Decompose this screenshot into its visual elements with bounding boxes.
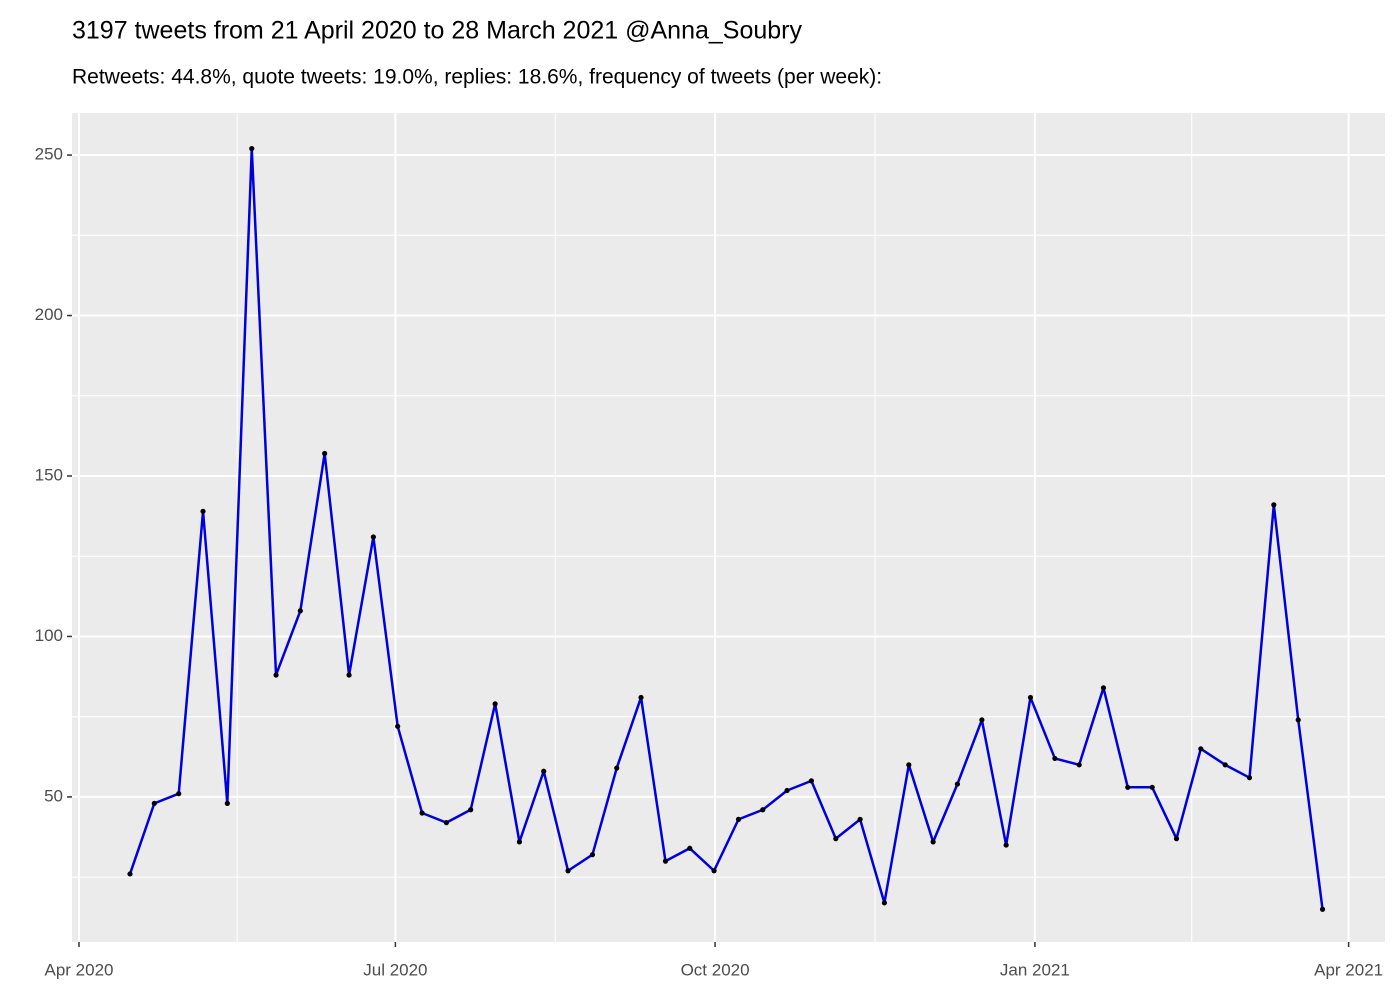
data-point <box>687 845 693 851</box>
data-point <box>1198 746 1204 752</box>
data-point <box>1173 836 1180 842</box>
data-point <box>1076 762 1082 768</box>
data-point <box>979 717 985 723</box>
data-point <box>541 768 547 774</box>
data-point <box>589 852 596 858</box>
data-point <box>395 723 401 729</box>
x-tick-label: Apr 2020 <box>44 960 113 979</box>
data-point <box>273 672 279 678</box>
data-point <box>735 816 742 822</box>
data-point <box>370 534 376 540</box>
data-point <box>833 836 839 842</box>
data-point <box>200 508 206 514</box>
chart-subtitle: Retweets: 44.8%, quote tweets: 19.0%, re… <box>72 66 882 89</box>
y-tick-label: 100 <box>35 626 63 645</box>
data-point <box>1027 694 1034 701</box>
data-point <box>1052 755 1058 762</box>
x-tick-label: Jan 2021 <box>1000 960 1070 979</box>
data-point <box>1295 717 1301 723</box>
x-tick-label: Apr 2021 <box>1314 960 1383 979</box>
y-tick-label: 200 <box>35 305 63 324</box>
data-point <box>930 839 936 845</box>
data-point <box>881 900 888 906</box>
data-point <box>784 787 790 794</box>
data-point <box>151 800 157 806</box>
data-point <box>1222 762 1228 768</box>
data-point <box>419 810 425 816</box>
x-tick-label: Jul 2020 <box>363 960 427 979</box>
y-tick-label: 250 <box>35 145 63 164</box>
chart-title: 3197 tweets from 21 April 2020 to 28 Mar… <box>72 17 802 45</box>
data-point <box>1100 685 1107 691</box>
data-point <box>1125 784 1131 790</box>
data-point <box>1246 775 1253 781</box>
data-point <box>492 701 498 707</box>
data-point <box>322 450 328 457</box>
data-point <box>662 858 669 864</box>
y-tick-label: 50 <box>44 786 63 805</box>
data-point <box>443 820 449 826</box>
data-point <box>711 868 717 874</box>
y-tick-label: 150 <box>35 465 63 484</box>
data-point <box>857 816 863 822</box>
panel <box>72 113 1385 942</box>
data-point <box>760 807 766 813</box>
data-point <box>127 871 133 877</box>
data-point <box>297 608 303 614</box>
data-point <box>1149 784 1155 790</box>
data-point <box>1271 502 1277 508</box>
data-point <box>249 146 255 152</box>
data-line <box>128 147 1324 910</box>
data-point <box>516 839 523 845</box>
data-point <box>468 807 474 813</box>
data-point <box>954 781 961 787</box>
data-point <box>176 791 182 797</box>
data-point <box>565 868 571 874</box>
data-point <box>1319 906 1326 912</box>
data-point <box>808 778 814 784</box>
data-point <box>1003 842 1009 848</box>
data-point <box>346 672 352 678</box>
x-tick-label: Oct 2020 <box>681 960 750 979</box>
data-point <box>906 762 912 768</box>
data-point <box>224 800 230 806</box>
data-point <box>614 765 620 771</box>
data-point <box>638 694 644 701</box>
